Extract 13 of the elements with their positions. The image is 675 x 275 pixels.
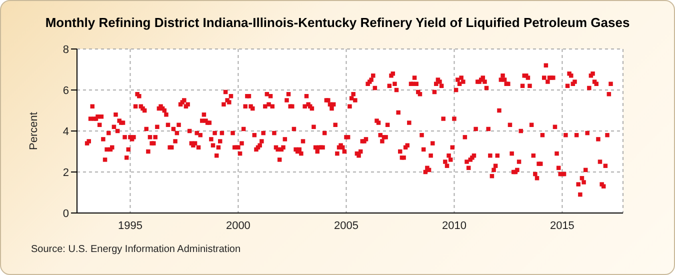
chart-title: Monthly Refining District Indiana-Illinois-Kentucky Refinery Yield of Liquified Petroleum Gases [44,15,631,30]
x-tick-label: 1995 [118,220,142,232]
source-note: Source: U.S. Energy Information Administration [31,244,241,255]
y-tick-label: 0 [62,208,69,220]
y-tick-label: 2 [62,166,69,179]
y-tick-label: 4 [62,126,69,138]
x-tick-label: 2005 [334,220,358,232]
x-tick-label: 2015 [550,220,574,232]
x-tick-label: 2010 [442,220,466,232]
y-tick-label: 6 [62,84,69,97]
y-axis-title: Percent [28,112,40,150]
y-tick-label: 8 [62,44,69,56]
x-tick-label: 2000 [226,220,250,232]
